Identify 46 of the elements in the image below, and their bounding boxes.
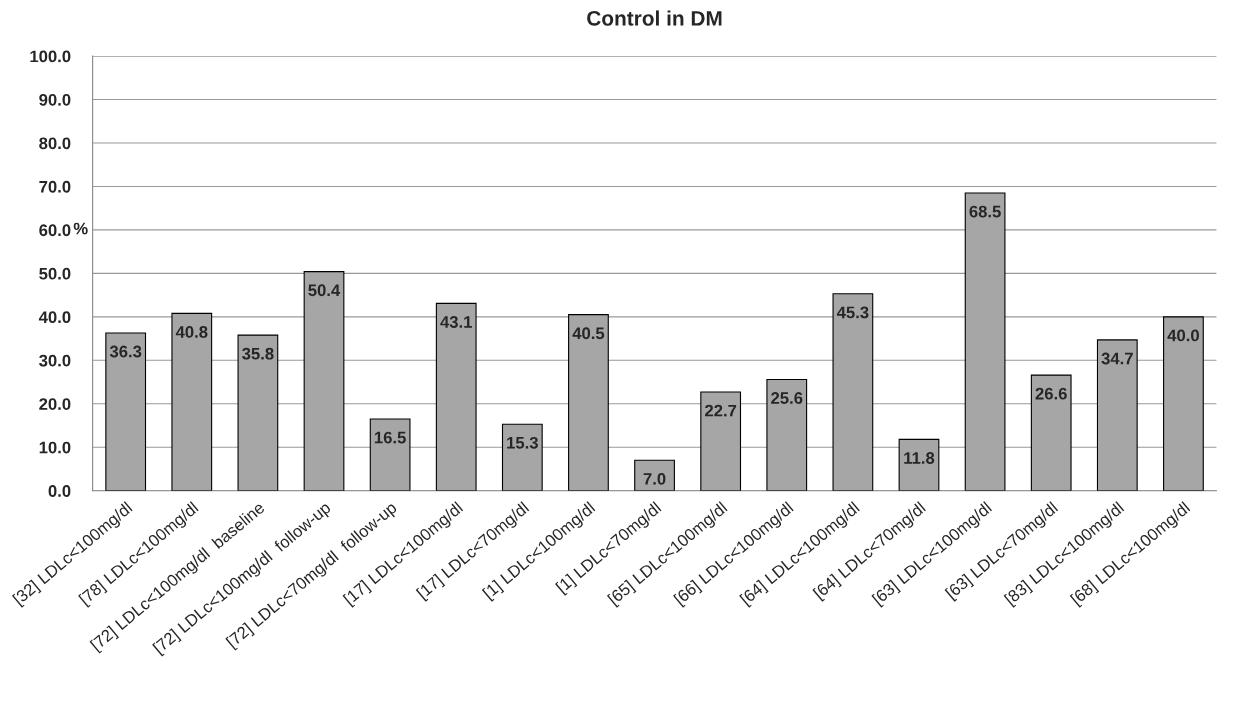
bar [171, 312, 213, 491]
data-label: 50.4 [308, 284, 341, 297]
y-tick-label: 50.0 [39, 267, 71, 280]
data-label: 40.0 [1167, 329, 1199, 342]
chart-title: Control in DM [587, 10, 722, 26]
bar [1096, 339, 1138, 491]
y-tick-label: 90.0 [39, 93, 71, 106]
data-label: 7.0 [643, 472, 666, 485]
data-label: 26.6 [1035, 387, 1067, 400]
y-tick-label: 80.0 [39, 137, 71, 150]
data-label: 22.7 [705, 404, 737, 417]
data-label: 11.8 [904, 452, 935, 464]
y-tick-label: 70.0 [39, 180, 71, 193]
data-label: 45.3 [836, 306, 869, 319]
bar [1163, 316, 1204, 491]
data-label: 35.8 [242, 347, 274, 360]
data-label: 40.8 [175, 326, 208, 338]
y-tick-label: 100.0 [30, 50, 71, 63]
bar [700, 391, 742, 491]
bar [237, 334, 279, 491]
data-label: 16.5 [374, 431, 406, 444]
bar [766, 378, 808, 491]
data-label: 34.7 [1101, 352, 1133, 365]
y-tick-label: 30.0 [39, 354, 71, 367]
data-label: 25.6 [771, 392, 803, 404]
data-label: 15.3 [507, 436, 538, 449]
bar [303, 271, 345, 491]
bar [634, 459, 675, 491]
bar [964, 192, 1006, 491]
data-label: 40.5 [572, 327, 605, 340]
bar [568, 314, 609, 491]
data-label: 68.5 [969, 205, 1001, 218]
y-tick-label: 0.0 [48, 485, 71, 497]
bar [501, 423, 543, 491]
bar [832, 293, 874, 491]
bar [435, 302, 477, 491]
bar [105, 332, 147, 491]
y-tick-label: 20.0 [39, 398, 71, 410]
y-axis-title: % [73, 222, 88, 235]
data-label: 36.3 [109, 345, 142, 358]
y-tick-label: 10.0 [39, 441, 71, 454]
y-tick-label: 60.0 [39, 224, 71, 237]
bar [369, 418, 411, 491]
bar [1030, 374, 1072, 491]
y-tick-label: 40.0 [38, 311, 71, 324]
data-label: 43.1 [440, 316, 472, 328]
